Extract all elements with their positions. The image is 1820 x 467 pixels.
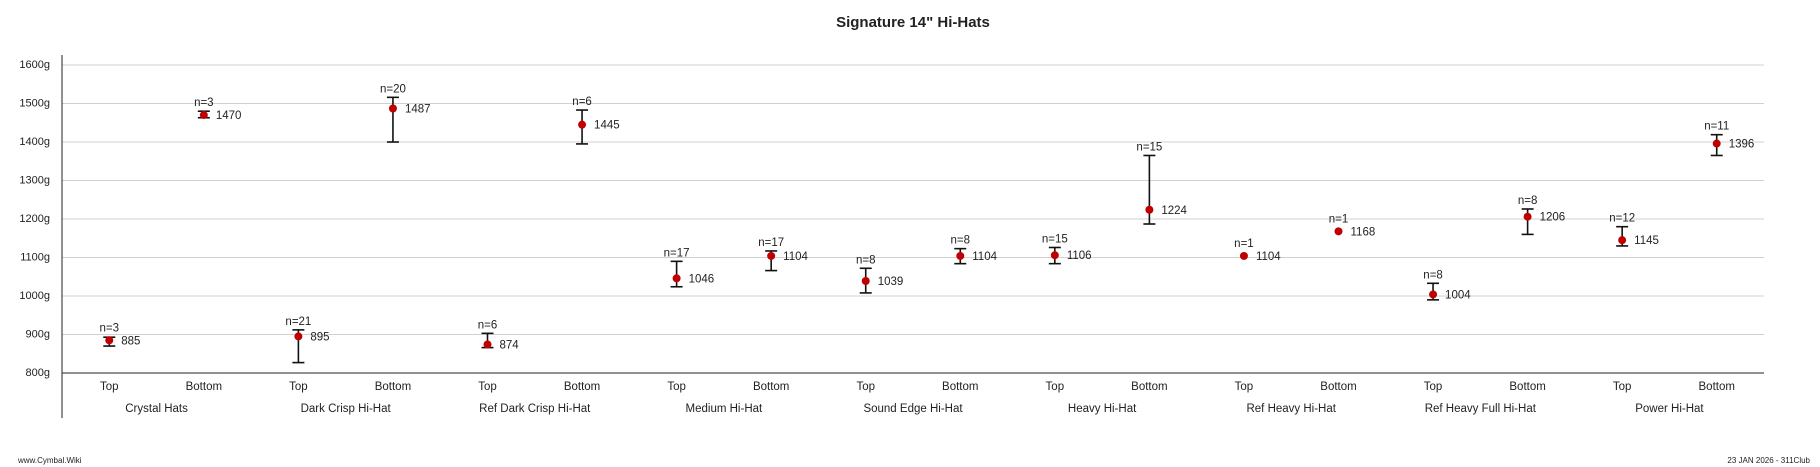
y-tick-label: 800g (26, 367, 50, 379)
y-tick-label: 1600g (19, 59, 50, 71)
group-label: Dark Crisp Hi-Hat (301, 403, 392, 415)
y-tick-label: 1200g (19, 213, 50, 225)
n-label: n=15 (1136, 142, 1162, 154)
group-label: Power Hi-Hat (1635, 403, 1704, 415)
n-label: n=8 (951, 235, 971, 247)
point (578, 120, 587, 129)
group-label: Ref Dark Crisp Hi-Hat (479, 403, 591, 415)
value-label: 1445 (594, 120, 620, 132)
n-label: n=6 (478, 319, 498, 331)
x-tick-label: Top (1613, 381, 1632, 393)
value-label: 1104 (783, 251, 808, 263)
x-tick-label: Top (100, 381, 119, 393)
point (672, 274, 681, 283)
y-tick-label: 1500g (19, 97, 50, 109)
value-label: 1145 (1634, 235, 1659, 247)
value-label: 1168 (1351, 226, 1376, 238)
value-label: 1104 (1256, 251, 1281, 263)
point (1429, 290, 1438, 299)
value-label: 1487 (405, 104, 431, 116)
x-tick-label: Bottom (186, 381, 222, 393)
x-tick-label: Top (289, 381, 308, 393)
y-tick-label: 1400g (19, 136, 50, 148)
point (1712, 139, 1721, 148)
y-tick-label: 1000g (19, 290, 50, 302)
x-tick-label: Bottom (942, 381, 978, 393)
point (294, 332, 303, 341)
group-label: Sound Edge Hi-Hat (863, 403, 963, 415)
point (1050, 251, 1059, 260)
value-label: 895 (310, 331, 329, 343)
chart-title: Signature 14" Hi-Hats (836, 14, 990, 31)
y-tick-label: 900g (26, 328, 50, 340)
point (388, 104, 397, 113)
x-tick-label: Top (1424, 381, 1443, 393)
value-label: 1039 (878, 276, 904, 288)
x-tick-label: Top (1046, 381, 1065, 393)
point (1239, 251, 1248, 260)
value-label: 1206 (1540, 212, 1566, 224)
point (1618, 236, 1627, 245)
point (1334, 227, 1343, 236)
point (1523, 212, 1532, 221)
point (861, 276, 870, 285)
n-label: n=17 (758, 237, 784, 249)
x-tick-label: Top (1235, 381, 1254, 393)
n-label: n=1 (1234, 238, 1254, 250)
n-label: n=20 (380, 83, 406, 95)
point (483, 340, 492, 349)
value-label: 1470 (216, 110, 242, 122)
x-tick-label: Top (478, 381, 497, 393)
x-tick-label: Bottom (753, 381, 789, 393)
group-label: Heavy Hi-Hat (1068, 403, 1137, 415)
n-label: n=8 (1423, 269, 1443, 281)
footer-left: www.Cymbal.Wiki (17, 456, 82, 465)
point (105, 336, 114, 345)
x-tick-label: Bottom (1699, 381, 1735, 393)
point (199, 111, 208, 120)
x-tick-label: Bottom (564, 381, 600, 393)
n-label: n=3 (100, 322, 120, 334)
n-label: n=3 (194, 97, 214, 109)
footer-right: 23 JAN 2026 - 311Club (1727, 456, 1810, 465)
value-label: 1004 (1445, 289, 1471, 301)
n-label: n=12 (1609, 213, 1635, 225)
n-label: n=8 (1518, 195, 1538, 207)
group-label: Ref Heavy Hi-Hat (1246, 403, 1336, 415)
value-label: 885 (121, 335, 140, 347)
value-label: 1396 (1729, 139, 1755, 151)
point (956, 251, 965, 260)
point (767, 251, 776, 260)
n-label: n=8 (856, 254, 876, 266)
n-label: n=6 (572, 96, 592, 108)
n-label: n=21 (285, 316, 311, 328)
value-label: 1106 (1067, 250, 1092, 262)
y-tick-label: 1300g (19, 174, 50, 186)
value-label: 874 (500, 340, 520, 352)
y-tick-label: 1100g (20, 251, 50, 263)
x-tick-label: Top (856, 381, 875, 393)
x-tick-label: Bottom (1509, 381, 1545, 393)
n-label: n=1 (1329, 213, 1349, 225)
group-label: Crystal Hats (125, 403, 188, 415)
value-label: 1046 (689, 273, 715, 285)
x-tick-label: Bottom (1131, 381, 1167, 393)
point (1145, 205, 1154, 214)
x-tick-label: Top (667, 381, 686, 393)
n-label: n=11 (1704, 121, 1729, 133)
value-label: 1224 (1161, 205, 1187, 217)
n-label: n=17 (664, 247, 690, 259)
group-label: Ref Heavy Full Hi-Hat (1425, 403, 1537, 415)
value-label: 1104 (972, 251, 997, 263)
n-label: n=15 (1042, 234, 1068, 246)
x-tick-label: Bottom (1320, 381, 1356, 393)
x-tick-label: Bottom (375, 381, 411, 393)
group-label: Medium Hi-Hat (686, 403, 763, 415)
